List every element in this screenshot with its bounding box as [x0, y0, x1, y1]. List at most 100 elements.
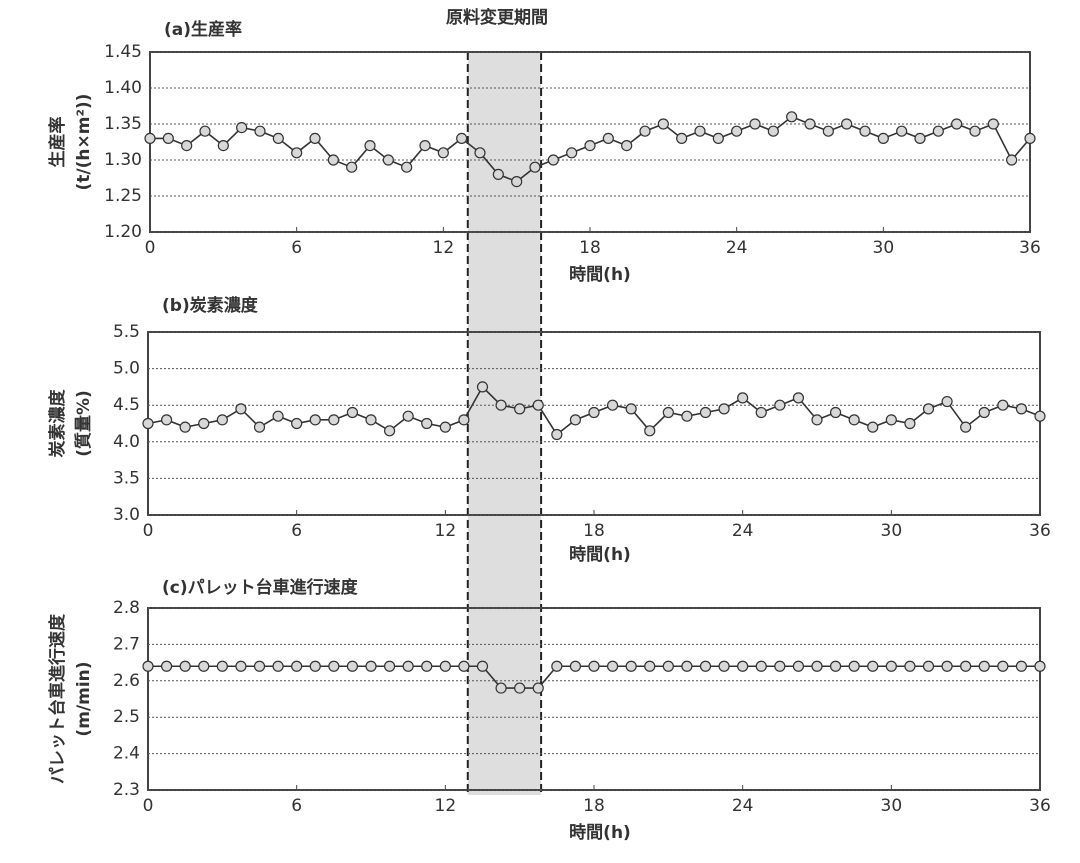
point: [566, 147, 578, 159]
y-axis-label: パレット台車進行速度: [47, 613, 68, 784]
point: [662, 406, 674, 419]
y-tick-label: 4.0: [113, 432, 140, 452]
point: [774, 399, 786, 411]
y-tick-label: 3.5: [113, 468, 140, 488]
point: [811, 660, 823, 672]
point: [822, 125, 834, 137]
point: [960, 421, 972, 433]
x-tick-label: 18: [583, 521, 605, 541]
point: [877, 132, 889, 144]
point: [291, 417, 303, 430]
point: [792, 660, 805, 672]
point: [718, 660, 730, 672]
x-tick-label: 18: [583, 796, 605, 816]
point: [792, 392, 805, 404]
point: [786, 111, 798, 123]
point: [547, 154, 559, 166]
point: [848, 660, 860, 672]
x-tick-label: 30: [873, 238, 895, 258]
y-tick-label: 2.3: [113, 780, 140, 800]
point: [401, 161, 413, 173]
point: [1015, 660, 1028, 672]
point: [551, 428, 563, 441]
point: [199, 125, 211, 137]
point: [383, 425, 396, 437]
point: [216, 414, 228, 426]
y-tick-label: 3.0: [113, 505, 140, 525]
point: [904, 660, 916, 672]
x-tick-label: 36: [1029, 796, 1051, 816]
point: [309, 660, 321, 672]
point: [179, 660, 191, 672]
point: [511, 176, 523, 188]
x-tick-label: 12: [435, 796, 457, 816]
point: [421, 417, 433, 430]
point: [142, 417, 154, 430]
point: [767, 125, 779, 137]
point: [621, 140, 633, 152]
y-tick-label: 2.4: [113, 744, 140, 764]
point: [867, 660, 879, 672]
point: [657, 118, 669, 130]
point: [676, 132, 688, 144]
point: [997, 399, 1009, 411]
point: [144, 132, 156, 144]
y-tick-label: 2.6: [113, 671, 140, 691]
point: [272, 132, 284, 144]
point: [644, 660, 656, 672]
point: [495, 399, 507, 411]
point: [606, 660, 619, 672]
point: [474, 147, 486, 159]
point: [1034, 660, 1046, 672]
point: [841, 118, 853, 130]
point: [235, 660, 247, 672]
point: [179, 421, 191, 433]
point: [160, 660, 173, 672]
point: [941, 395, 953, 408]
x-axis-label: 時間(h): [569, 544, 631, 565]
point: [712, 132, 724, 144]
point: [978, 406, 990, 419]
point: [1034, 410, 1046, 422]
point: [997, 660, 1009, 672]
point: [969, 125, 981, 137]
y-tick-label: 2.7: [113, 634, 140, 654]
x-tick-label: 0: [145, 238, 156, 258]
point: [439, 421, 451, 433]
x-axis-label: 時間(h): [569, 822, 631, 843]
point: [951, 118, 963, 130]
point: [699, 660, 712, 672]
point: [602, 132, 614, 144]
point: [737, 392, 749, 404]
point: [718, 403, 730, 415]
point: [867, 421, 879, 433]
point: [625, 660, 637, 672]
point: [162, 132, 174, 144]
point: [514, 403, 526, 415]
x-tick-label: 12: [433, 238, 455, 258]
y-tick-label: 2.8: [113, 598, 140, 618]
point: [1015, 403, 1028, 415]
point: [922, 403, 935, 415]
point: [731, 125, 743, 137]
point: [737, 660, 749, 672]
point: [848, 414, 860, 426]
chart-title: (a)生産率: [164, 19, 242, 40]
y-tick-label: 5.5: [113, 322, 140, 342]
x-axis-label: 時間(h): [569, 264, 631, 285]
y-tick-label: 1.20: [104, 222, 142, 242]
point: [181, 140, 193, 152]
point: [160, 414, 173, 426]
x-tick-label: 24: [726, 238, 748, 258]
y-axis-label: (質量%): [73, 390, 94, 457]
point: [588, 660, 600, 672]
point: [421, 660, 433, 672]
point: [569, 660, 582, 672]
point: [1006, 154, 1018, 166]
y-tick-label: 2.5: [113, 707, 140, 727]
y-axis-label: 炭素濃度: [47, 389, 68, 458]
point: [346, 660, 359, 672]
y-tick-label: 1.35: [104, 114, 142, 134]
